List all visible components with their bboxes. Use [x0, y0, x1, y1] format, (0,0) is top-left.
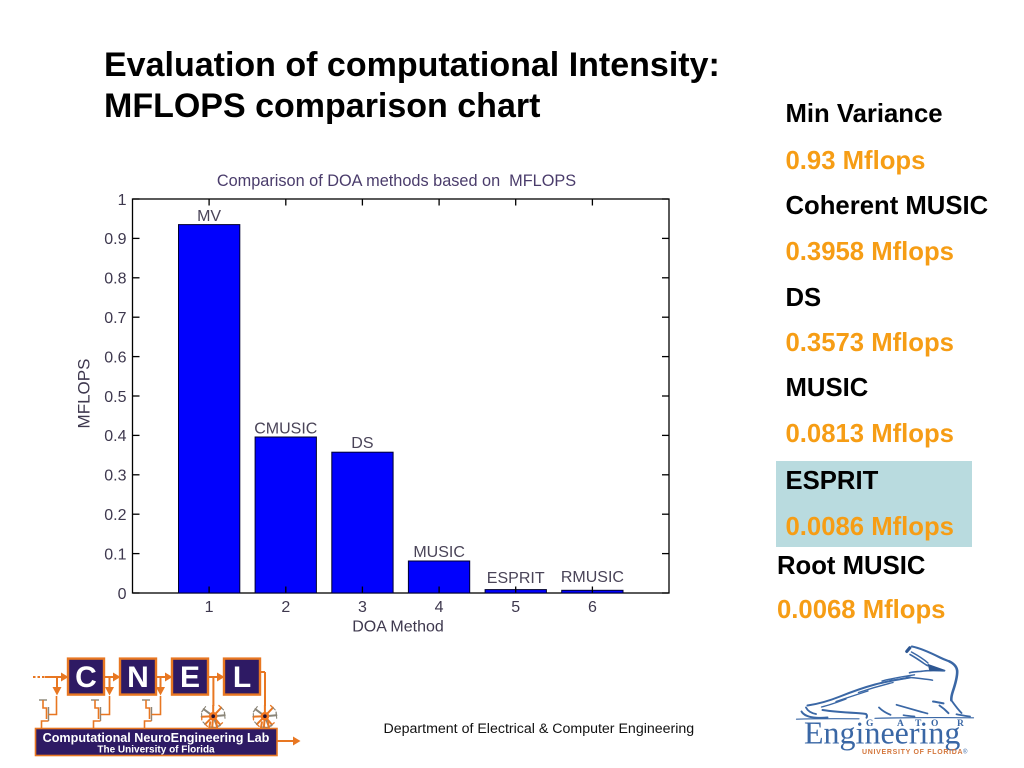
svg-text:0.7: 0.7 — [104, 310, 126, 327]
svg-text:DS: DS — [351, 435, 373, 452]
svg-text:6: 6 — [588, 599, 597, 616]
svg-text:O: O — [931, 719, 938, 729]
svg-text:ESPRIT: ESPRIT — [487, 570, 545, 587]
svg-text:2: 2 — [281, 599, 290, 616]
svg-text:RMUSIC: RMUSIC — [561, 569, 624, 586]
svg-text:L: L — [233, 661, 251, 694]
svg-text:0.6: 0.6 — [104, 349, 126, 366]
svg-text:MV: MV — [197, 208, 221, 225]
svg-text:4: 4 — [435, 599, 444, 616]
svg-text:CMUSIC: CMUSIC — [254, 421, 317, 438]
svg-text:MFLOPS: MFLOPS — [75, 359, 94, 429]
svg-text:R: R — [957, 719, 964, 729]
svg-text:0: 0 — [118, 586, 127, 603]
svg-text:C: C — [75, 661, 97, 694]
svg-text:0.9: 0.9 — [104, 231, 126, 248]
svg-text:0.1: 0.1 — [104, 546, 126, 563]
svg-text:T: T — [915, 719, 922, 729]
svg-text:3: 3 — [358, 599, 367, 616]
svg-text:®: ® — [963, 749, 968, 756]
svg-text:E: E — [180, 661, 200, 694]
svg-text:5: 5 — [511, 599, 520, 616]
svg-text:DOA Method: DOA Method — [352, 619, 444, 636]
svg-text:A: A — [897, 719, 904, 729]
svg-text:N: N — [127, 661, 149, 694]
svg-text:0.3: 0.3 — [104, 468, 126, 485]
svg-text:Comparison of DOA methods base: Comparison of DOA methods based on MFLOP… — [217, 172, 576, 190]
svg-text:0.4: 0.4 — [104, 428, 126, 445]
svg-text:MUSIC: MUSIC — [413, 544, 465, 561]
svg-text:Computational NeuroEngineering: Computational NeuroEngineering Lab — [43, 731, 270, 745]
svg-text:Engineering: Engineering — [804, 715, 960, 751]
svg-text:G: G — [866, 719, 874, 729]
svg-text:1: 1 — [205, 599, 214, 616]
svg-text:The University of Florida: The University of Florida — [97, 745, 215, 756]
svg-text:0.8: 0.8 — [104, 271, 126, 288]
svg-text:1: 1 — [118, 192, 127, 209]
svg-text:0.2: 0.2 — [104, 507, 126, 524]
svg-text:UNIVERSITY OF FLORIDA: UNIVERSITY OF FLORIDA — [862, 749, 963, 756]
svg-text:0.5: 0.5 — [104, 389, 126, 406]
